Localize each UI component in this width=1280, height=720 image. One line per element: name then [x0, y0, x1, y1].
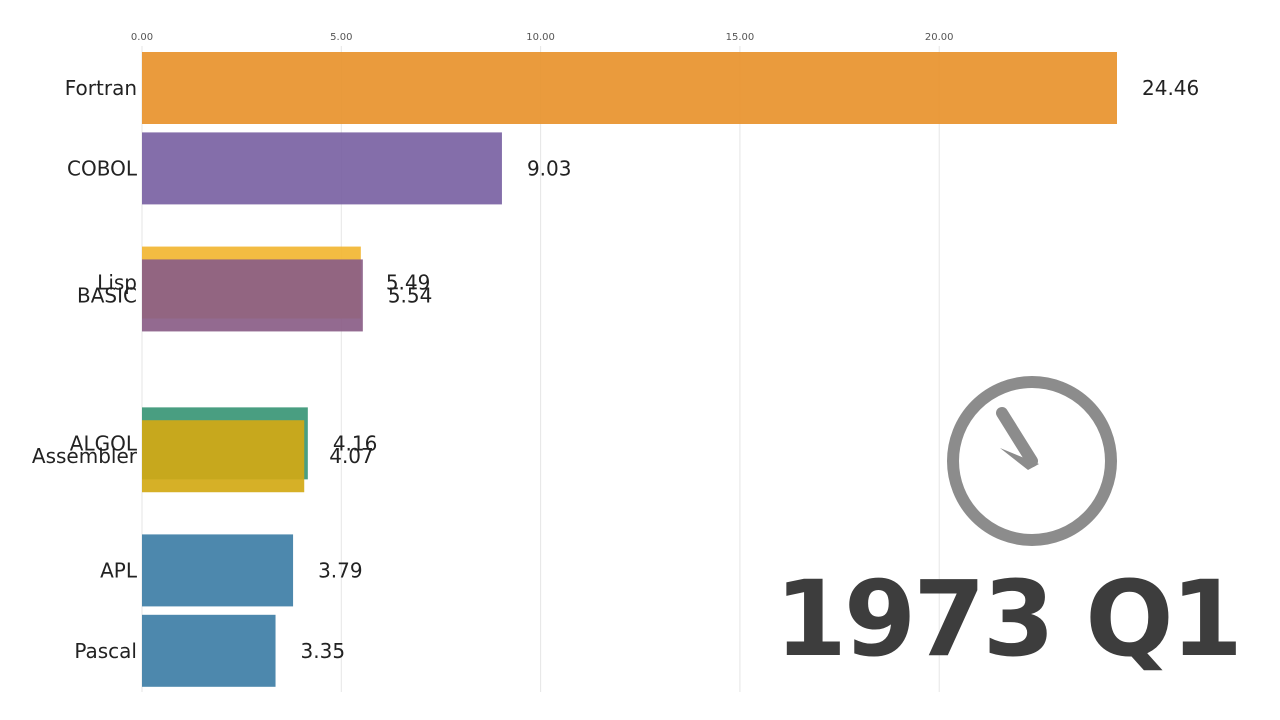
category-label-assembler: Assembler: [32, 444, 138, 468]
x-tick-label: 10.00: [526, 32, 555, 43]
clock-icon: [947, 376, 1117, 546]
category-label-apl: APL: [100, 558, 138, 582]
category-label-basic: BASIC: [77, 283, 137, 307]
value-label-fortran: 24.46: [1142, 76, 1199, 100]
x-tick-label: 0.00: [131, 32, 153, 43]
bar-assembler: [142, 420, 305, 493]
x-tick-label: 15.00: [726, 32, 755, 43]
value-label-algol: 4.16: [333, 431, 378, 455]
value-labels: 24.46 9.03 5.495.54 4.164.07 3.79 3.35: [301, 76, 1200, 663]
value-label-apl: 3.79: [318, 558, 363, 582]
category-label-cobol: COBOL: [67, 156, 138, 180]
x-tick-label: 20.00: [925, 32, 954, 43]
x-tick-label: 5.00: [330, 32, 352, 43]
bar-apl: [142, 534, 294, 607]
x-axis-ticks: 0.00 5.00 10.00 15.00 20.00: [131, 32, 954, 43]
bars: [142, 52, 1117, 687]
bar-cobol: [142, 132, 502, 205]
value-label-basic: 5.54: [388, 283, 433, 307]
bar-fortran: [142, 52, 1117, 124]
category-label-fortran: Fortran: [65, 76, 137, 100]
category-label-algol: ALGOL: [70, 431, 138, 455]
bar-pascal: [142, 614, 276, 687]
bar-basic: [142, 259, 363, 332]
value-label-lisp: 5.49: [386, 271, 431, 295]
category-label-lisp: Lisp: [97, 271, 137, 295]
value-label-cobol: 9.03: [527, 156, 572, 180]
period-label: 1973 Q1: [775, 558, 1240, 680]
category-label-pascal: Pascal: [74, 639, 137, 663]
value-label-pascal: 3.35: [301, 639, 346, 663]
value-label-assembler: 4.07: [329, 444, 374, 468]
